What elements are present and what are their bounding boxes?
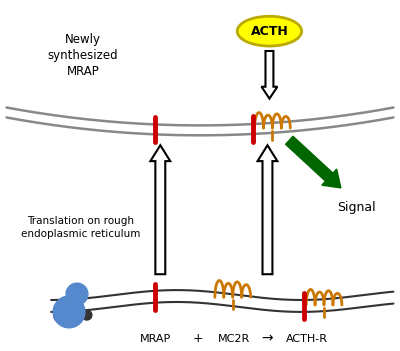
Text: Newly
synthesized
MRAP: Newly synthesized MRAP <box>48 33 118 79</box>
Ellipse shape <box>237 16 302 46</box>
FancyArrow shape <box>262 51 277 99</box>
Circle shape <box>82 310 92 320</box>
Text: →: → <box>262 332 273 346</box>
Text: +: + <box>193 332 203 345</box>
Text: MRAP: MRAP <box>140 334 171 344</box>
Circle shape <box>53 296 85 328</box>
Text: MC2R: MC2R <box>218 334 250 344</box>
Text: ACTH: ACTH <box>250 25 288 38</box>
Text: ACTH-R: ACTH-R <box>286 334 328 344</box>
FancyArrow shape <box>258 145 277 274</box>
Circle shape <box>68 311 78 321</box>
Text: Signal: Signal <box>338 201 376 214</box>
FancyArrow shape <box>286 136 341 188</box>
Circle shape <box>54 312 64 322</box>
Text: Translation on rough
endoplasmic reticulum: Translation on rough endoplasmic reticul… <box>21 216 141 239</box>
FancyArrow shape <box>150 145 170 274</box>
Circle shape <box>66 283 88 305</box>
